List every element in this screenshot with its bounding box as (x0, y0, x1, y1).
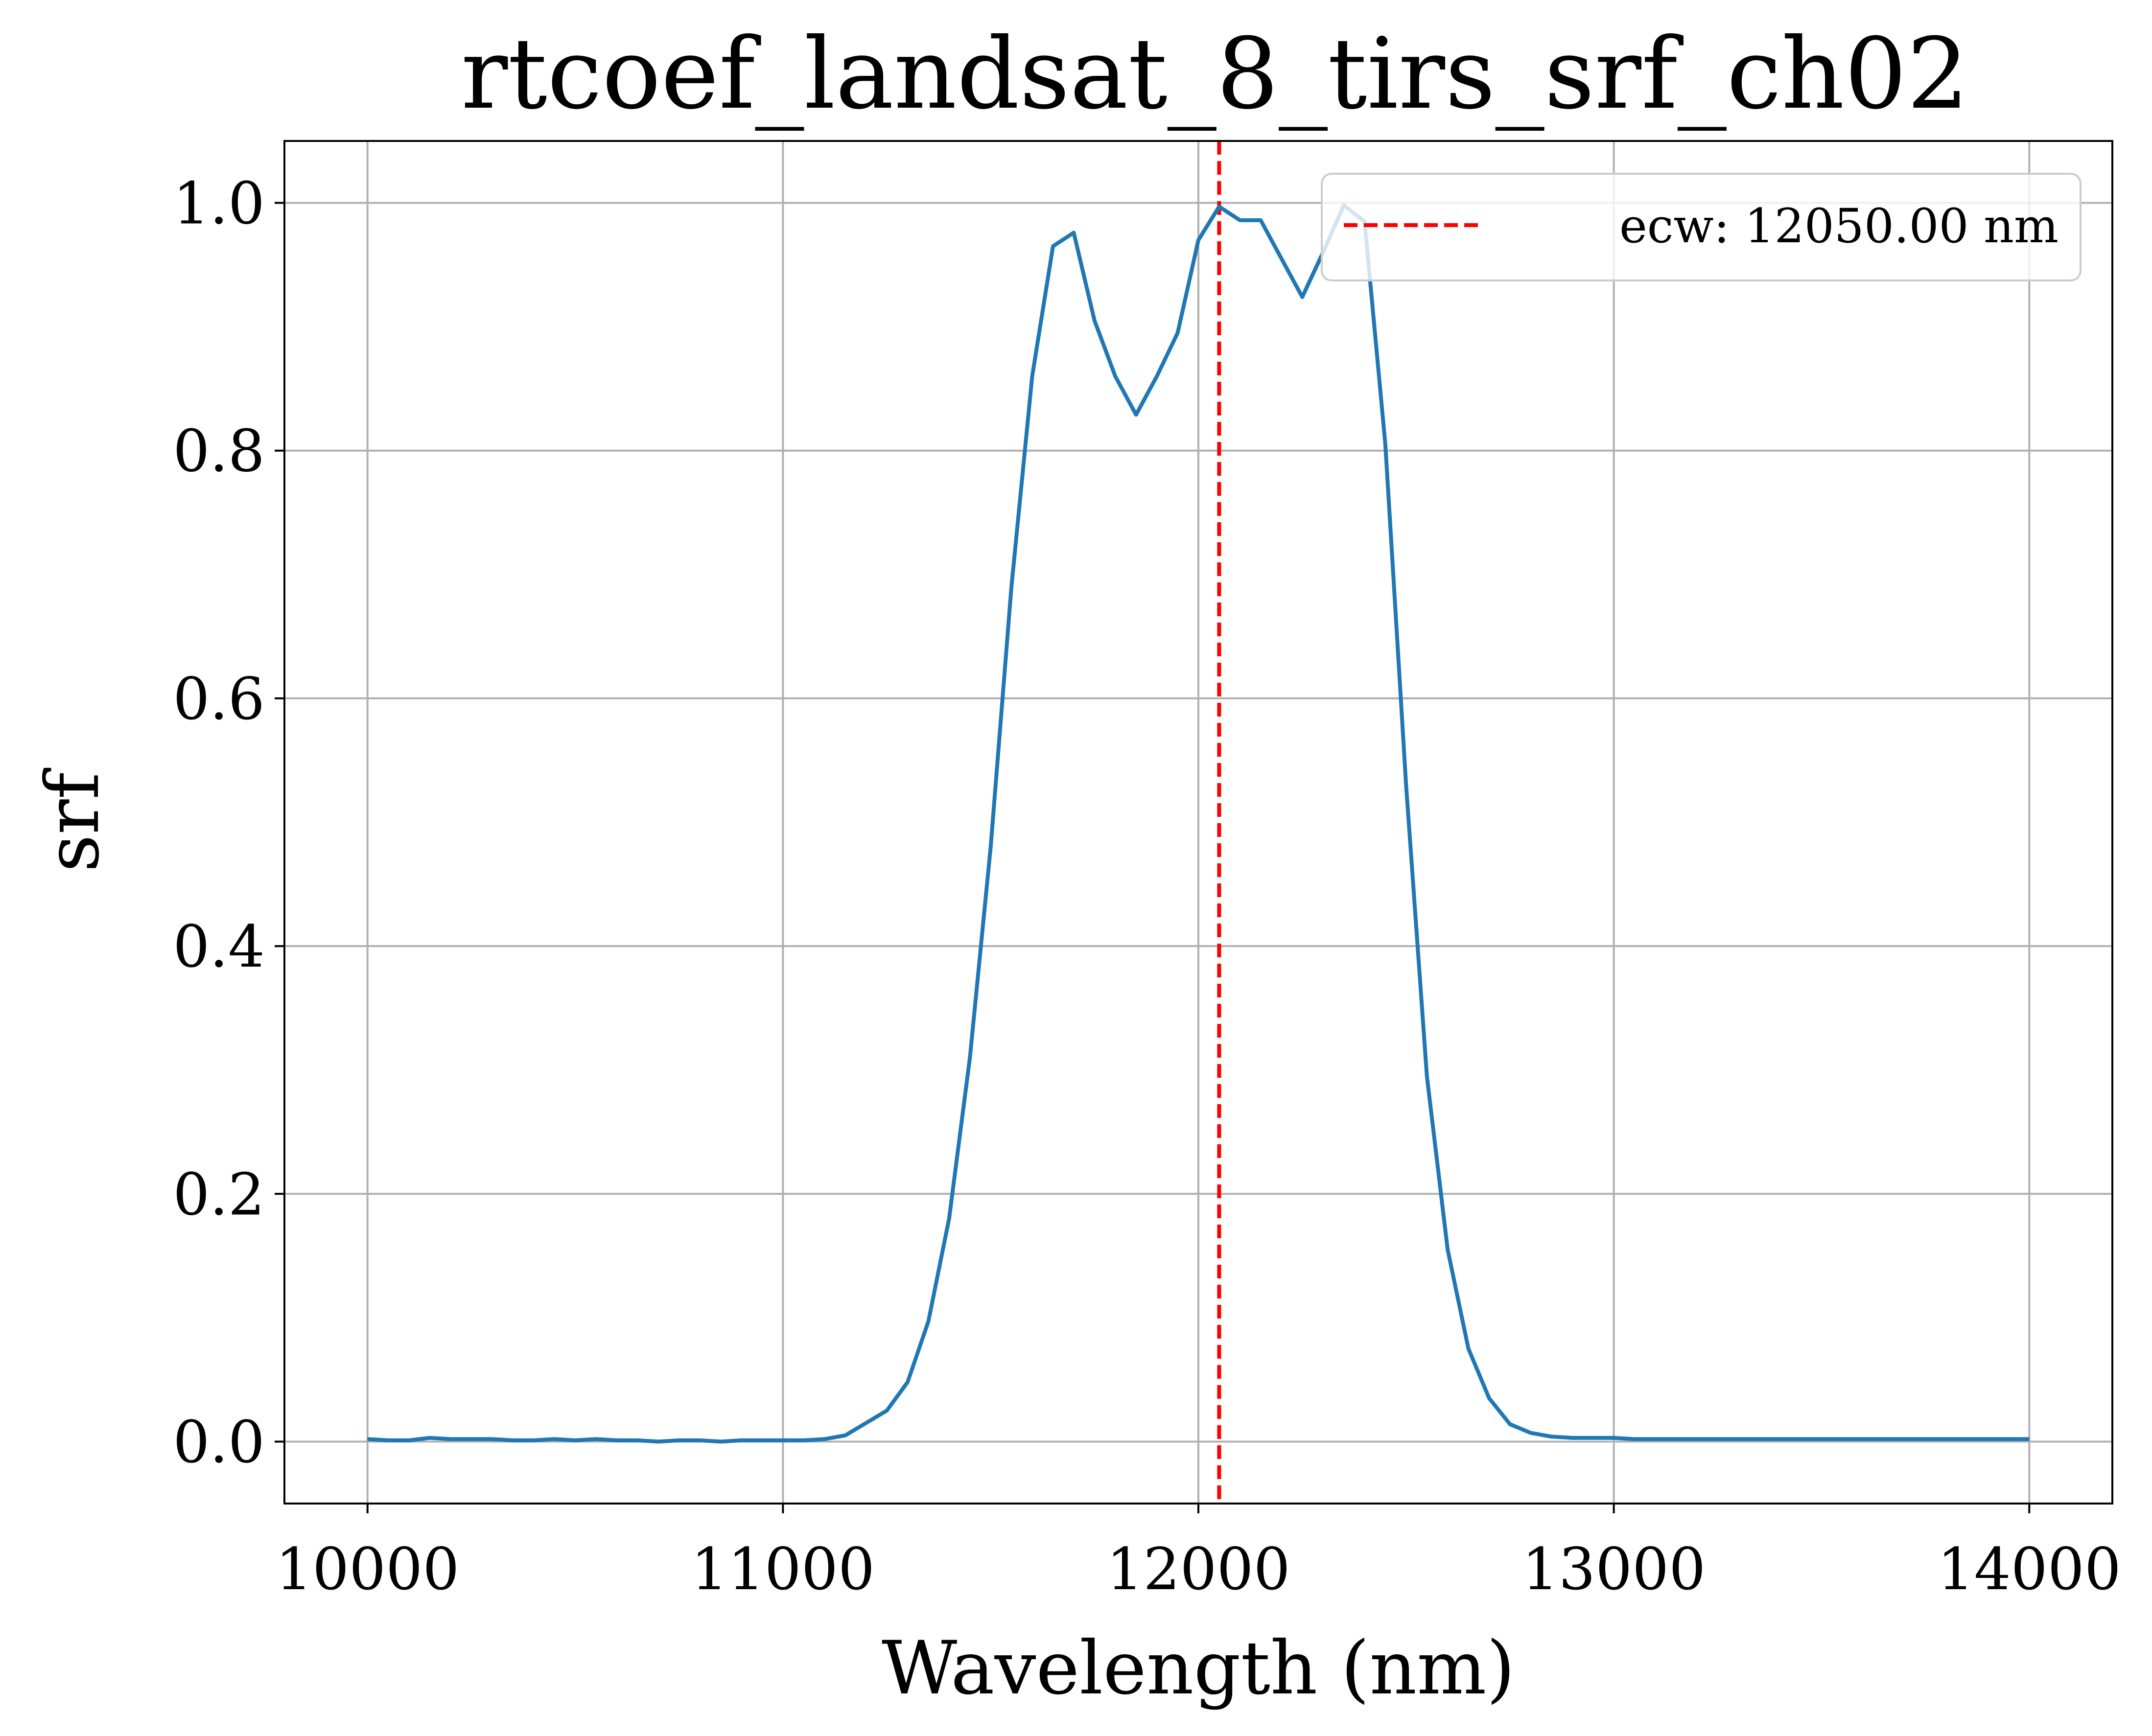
series-line (367, 203, 2030, 1444)
y-tick-label: 0.6 (173, 665, 265, 733)
y-tick-label: 0.0 (173, 1408, 265, 1476)
y-axis: 0.0 0.2 0.4 0.6 0.8 1.0 (173, 170, 284, 1476)
grid (284, 141, 2112, 1504)
y-tick-label: 0.8 (173, 417, 265, 485)
x-tick-label: 14000 (1938, 1535, 2121, 1603)
x-tick-label: 10000 (276, 1535, 459, 1603)
series-group (367, 203, 2030, 1444)
x-tick-label: 12000 (1106, 1535, 1290, 1603)
legend-box (1321, 173, 2082, 281)
chart-title: rtcoef_landsat_8_tirs_srf_ch02 (461, 17, 1969, 131)
y-axis-label: srf (30, 767, 116, 872)
x-axis: 10000 11000 12000 13000 14000 (276, 1504, 2121, 1603)
legend-label: ecw: 12050.00 nm (1619, 199, 2058, 254)
y-tick-label: 0.4 (173, 913, 265, 980)
legend: ecw: 12050.00 nm (1321, 173, 2082, 281)
y-tick-label: 1.0 (173, 170, 265, 237)
x-tick-label: 13000 (1522, 1535, 1706, 1603)
x-tick-label: 11000 (691, 1535, 875, 1603)
x-axis-label: Wavelength (nm) (882, 1626, 1515, 1711)
y-tick-label: 0.2 (173, 1160, 265, 1228)
